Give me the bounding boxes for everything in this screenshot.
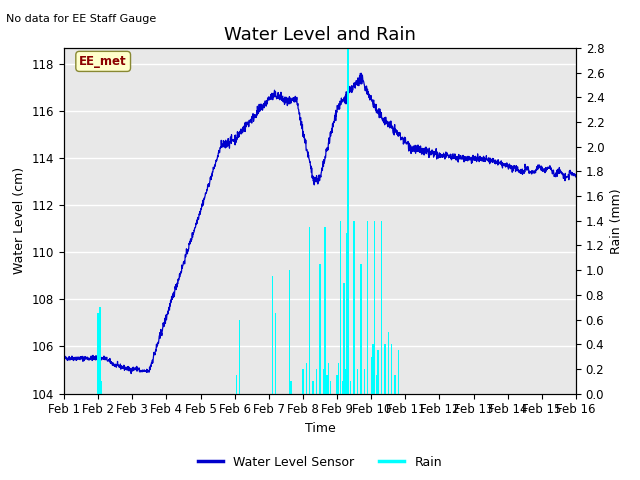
Bar: [326, 375, 328, 394]
Bar: [291, 381, 292, 394]
Bar: [353, 221, 355, 394]
Bar: [388, 332, 389, 394]
Bar: [384, 344, 385, 394]
Text: No data for EE Staff Gauge: No data for EE Staff Gauge: [6, 14, 157, 24]
Legend: Water Level Sensor, Rain: Water Level Sensor, Rain: [193, 451, 447, 474]
Bar: [328, 363, 329, 394]
Bar: [350, 381, 351, 394]
Bar: [360, 264, 362, 394]
Bar: [348, 48, 349, 394]
Bar: [371, 357, 372, 394]
Text: EE_met: EE_met: [79, 55, 127, 68]
Bar: [289, 270, 290, 394]
Bar: [312, 381, 314, 394]
Bar: [376, 375, 377, 394]
Title: Water Level and Rain: Water Level and Rain: [224, 25, 416, 44]
Bar: [97, 313, 99, 394]
Bar: [309, 227, 310, 394]
Bar: [324, 227, 326, 394]
Bar: [330, 381, 331, 394]
Bar: [99, 307, 100, 394]
Y-axis label: Water Level (cm): Water Level (cm): [13, 167, 26, 275]
Bar: [101, 381, 102, 394]
X-axis label: Time: Time: [305, 422, 335, 435]
Bar: [306, 363, 307, 394]
Bar: [342, 381, 343, 394]
Bar: [337, 375, 338, 394]
Bar: [374, 221, 375, 394]
Bar: [319, 264, 321, 394]
Bar: [275, 313, 276, 394]
Bar: [378, 350, 379, 394]
Bar: [357, 369, 358, 394]
Bar: [338, 363, 339, 394]
Bar: [340, 221, 341, 394]
Bar: [364, 369, 365, 394]
Bar: [343, 283, 344, 394]
Bar: [271, 276, 273, 394]
Bar: [345, 369, 346, 394]
Bar: [236, 375, 237, 394]
Bar: [372, 344, 374, 394]
Bar: [381, 221, 382, 394]
Y-axis label: Rain (mm): Rain (mm): [610, 188, 623, 253]
Bar: [302, 369, 303, 394]
Bar: [316, 369, 317, 394]
Bar: [346, 233, 348, 394]
Bar: [394, 375, 396, 394]
Bar: [323, 369, 324, 394]
Bar: [391, 344, 392, 394]
Bar: [398, 350, 399, 394]
Bar: [367, 221, 369, 394]
Bar: [239, 320, 241, 394]
